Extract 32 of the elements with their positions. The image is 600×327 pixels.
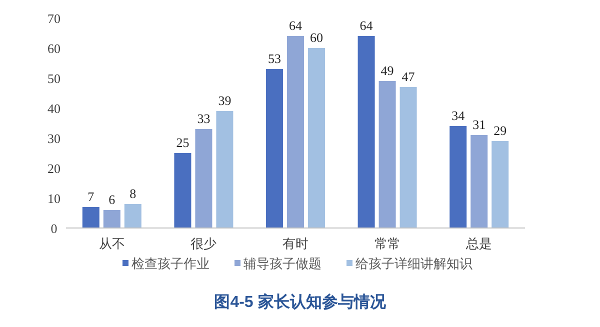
data-label: 53 [268,51,281,66]
data-label: 8 [130,186,136,201]
text: 图4-5 家长认知参与情况 [214,292,387,311]
x-tick-label: 有时 [282,236,308,251]
data-label: 49 [380,63,394,78]
data-label: 34 [452,108,466,123]
y-tick-label: 0 [50,221,58,236]
y-tick-label: 70 [48,11,60,26]
data-label: 60 [310,30,323,45]
x-tick-label: 很少 [190,236,217,251]
y-tick-label: 50 [48,71,60,86]
y-tick-label: 30 [48,131,60,146]
data-label: 64 [360,18,374,33]
data-label: 25 [176,135,190,150]
y-tick-label: 20 [48,161,60,176]
x-tick-label: 常常 [374,236,400,251]
data-label: 31 [472,117,486,132]
data-label: 64 [289,18,302,33]
y-tick-label: 40 [48,101,60,116]
y-tick-label: 60 [48,41,60,56]
data-label: 7 [88,189,95,204]
data-label: 39 [218,93,232,108]
x-tick-label: 总是 [465,236,492,251]
legend-label: 检查孩子作业 [132,256,210,271]
data-label: 6 [108,192,116,207]
legend-label: 给孩子详细讲解知识 [356,256,472,271]
x-tick-label: 从不 [98,236,125,251]
data-label: 47 [402,69,416,84]
data-label: 29 [494,123,507,138]
legend-label: 辅导孩子做题 [244,256,322,271]
y-tick-label: 10 [48,191,60,206]
data-label: 33 [197,111,210,126]
